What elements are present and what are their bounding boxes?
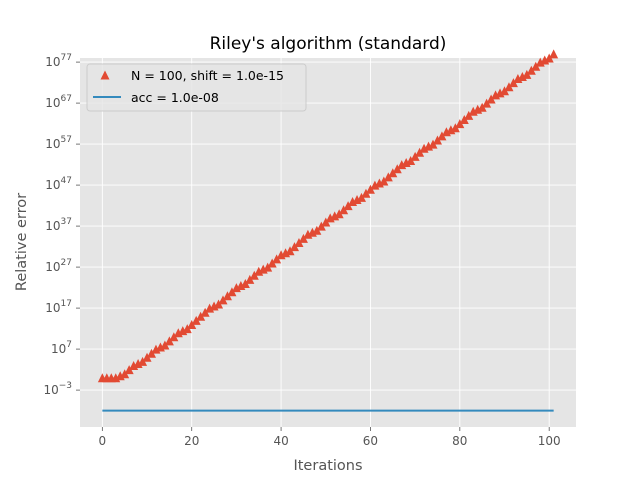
triangle-point [263,262,273,272]
triangle-point [289,242,299,252]
triangle-point [200,307,210,317]
triangle-point [191,315,201,325]
triangle-point [218,295,228,305]
triangle-point [437,131,447,141]
triangle-point [383,172,393,182]
y-tick-label: 1037 [45,217,72,233]
triangle-point [272,254,282,264]
triangle-point [477,102,487,112]
plot-area [80,58,576,427]
chart-title: Riley's algorithm (standard) [210,34,447,54]
triangle-point [361,188,371,198]
triangle-point [544,53,554,63]
triangle-point [222,291,232,301]
triangle-point [388,168,398,178]
legend-label-series-1: N = 100, shift = 1.0e-15 [131,68,284,83]
triangle-point [316,221,326,231]
triangle-point [285,246,295,256]
triangle-point [164,336,174,346]
triangle-point [549,49,559,59]
triangle-point [450,123,460,133]
triangle-point [522,69,532,79]
x-tick-label: 80 [452,434,467,448]
triangle-point [312,225,322,235]
y-tick-label: 1027 [45,258,72,274]
triangle-point [406,156,416,165]
triangle-point [146,348,156,358]
triangle-point [415,147,425,157]
triangle-point [169,332,179,342]
triangle-point [459,115,469,124]
triangle-point [298,233,308,243]
x-axis-ticks: 0 20 40 60 80 100 [99,427,561,448]
triangle-point [531,61,541,71]
triangle-point [196,311,206,321]
triangle-point [182,324,192,334]
x-tick-label: 100 [538,434,561,448]
triangle-point [267,258,277,268]
triangle-point [343,201,353,211]
triangle-point [464,110,474,120]
legend-label-series-2: acc = 1.0e-08 [131,90,219,105]
triangle-point [160,340,170,350]
x-axis-label: Iterations [293,458,362,474]
series-layer [97,49,559,412]
legend-box [86,63,307,112]
y-tick-label: 1017 [45,299,72,315]
triangle-point [249,270,259,280]
triangle-point [120,369,130,379]
triangle-point [428,139,438,149]
y-tick-label: 1057 [45,135,72,151]
triangle-point [138,356,148,366]
triangle-point [321,217,331,227]
y-axis-label: Relative error [14,193,30,291]
y-tick-label: 1067 [45,94,72,110]
y-tick-label: 1047 [45,176,72,192]
triangle-point [187,320,197,329]
legend-triangle-marker [100,70,110,80]
triangle-point [227,287,237,297]
triangle-point [339,205,349,215]
triangle-point [294,238,304,247]
triangle-point [240,279,250,288]
legend: N = 100, shift = 1.0e-15 acc = 1.0e-08 [86,63,307,112]
triangle-point [432,135,442,145]
triangle-point [214,299,224,309]
x-tick-label: 60 [363,434,378,448]
x-tick-label: 40 [273,434,288,448]
triangle-point [357,192,367,202]
triangle-point [504,82,514,92]
triangle-point [142,352,152,362]
triangle-point [508,78,518,88]
triangle-point [392,164,402,174]
y-tick-label: 107 [51,340,72,356]
triangle-point [486,94,496,104]
triangle-point [365,184,375,194]
x-tick-label: 0 [99,434,107,448]
triangle-point [410,151,420,161]
triangle-point [482,98,492,108]
triangle-point [500,86,510,96]
triangle-point [334,209,344,219]
triangle-point [245,274,255,284]
y-tick-label: 10−3 [43,381,72,397]
triangle-point [124,365,134,375]
y-axis-ticks: 10−3 107 1017 1027 1037 1047 1057 1067 1077 [43,53,80,397]
triangle-point [455,119,465,129]
triangle-point [379,176,389,186]
y-tick-label: 1077 [45,53,72,69]
triangle-point [526,65,536,75]
x-tick-label: 20 [184,434,199,448]
